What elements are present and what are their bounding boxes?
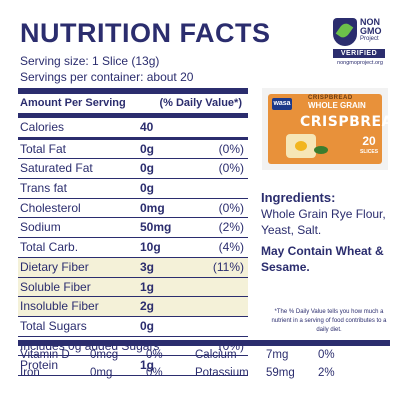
table-row: Dietary Fiber 3g (11%): [18, 257, 248, 278]
row-label: Saturated Fat: [20, 161, 93, 176]
vitamin-row: Iron 0mg 0% Potassium 59mg 2%: [18, 364, 390, 382]
nutrient-amount: 7mg: [266, 349, 289, 361]
non-gmo-badge: NON GMO Project VERIFIED nongmoproject.o…: [331, 18, 387, 68]
table-row: Saturated Fat 0g (0%): [18, 159, 248, 180]
row-dv: (0%): [218, 161, 244, 176]
slice-unit: SLICES: [360, 149, 379, 155]
nutrient-name: Potassium: [195, 367, 249, 379]
serving-info: Serving size: 1 Slice (13g) Servings per…: [20, 53, 193, 85]
box-product-name: CRISPBREAD: [300, 114, 400, 130]
nutrient-amount: 0mcg: [90, 349, 119, 361]
daily-value-note: *The % Daily Value tells you how much a …: [271, 309, 387, 333]
row-amount: 0g: [140, 181, 155, 196]
serving-size: Serving size: 1 Slice (13g): [20, 54, 160, 68]
row-amount: 0mg: [140, 200, 165, 215]
leaf-icon: [314, 146, 328, 154]
row-label: Protein: [20, 358, 59, 373]
row-label: Calories: [20, 120, 65, 134]
butterfly-icon: [333, 18, 357, 46]
row-amount: 2g: [140, 299, 155, 314]
slice-count: 20: [362, 134, 376, 148]
nutrition-table: Amount Per Serving (% Daily Value*) Calo…: [18, 88, 248, 376]
nutrition-facts-title: NUTRITION FACTS: [20, 18, 271, 48]
table-row: Cholesterol 0mg (0%): [18, 199, 248, 219]
box-small-text: CRISPBREAD: [308, 95, 353, 101]
row-dv: (0%): [218, 200, 244, 215]
table-row: Calories 40: [18, 118, 248, 140]
nutrient-name: Vitamin D: [20, 349, 70, 361]
row-amount: 50mg: [140, 220, 172, 235]
row-label: Cholesterol: [20, 200, 81, 215]
box-variety: WHOLE GRAIN: [308, 101, 366, 110]
table-row: Sodium 50mg (2%): [18, 218, 248, 239]
table-row: Insoluble Fiber 2g: [18, 297, 248, 317]
vitamin-row: Vitamin D 0mcg 0% Calcium 7mg 0%: [18, 346, 390, 364]
row-amount: 10g: [140, 240, 161, 255]
ingredients-heading: Ingredients:: [261, 190, 336, 205]
ingredients-text: Whole Grain Rye Flour, Yeast, Salt.: [261, 207, 386, 237]
row-dv: (4%): [218, 240, 244, 255]
row-label: Total Carb.: [20, 240, 79, 255]
table-row: Total Sugars 0g: [18, 317, 248, 337]
nutrient-name: Calcium: [195, 349, 237, 361]
crispbread-box: wasa CRISPBREAD WHOLE GRAIN CRISPBREAD 2…: [268, 94, 400, 164]
row-label: Trans fat: [20, 181, 67, 196]
badge-non-gmo-text: NON GMO: [360, 18, 382, 36]
badge-url: nongmoproject.org: [337, 60, 383, 66]
row-label: Sodium: [20, 220, 61, 235]
table-row: Protein 1g: [18, 356, 248, 376]
row-dv: (11%): [212, 259, 244, 274]
badge-line1: NON: [360, 17, 380, 27]
row-amount: 3g: [140, 259, 155, 274]
row-amount: 1g: [140, 358, 155, 373]
badge-line2: GMO: [360, 26, 382, 36]
product-image: wasa CRISPBREAD WHOLE GRAIN CRISPBREAD 2…: [262, 88, 400, 170]
row-amount: 0g: [140, 318, 155, 333]
nutrient-amount: 0mg: [90, 367, 113, 379]
nutrient-name: Iron: [20, 367, 40, 379]
nutrient-percent: 0%: [318, 349, 335, 361]
table-header: Amount Per Serving (% Daily Value*): [18, 94, 248, 118]
table-row: Total Carb. 10g (4%): [18, 238, 248, 258]
table-row: Total Fat 0g (0%): [18, 140, 248, 160]
servings-per-container: Servings per container: about 20: [20, 70, 194, 84]
row-amount: 0g: [140, 161, 155, 176]
row-label: Insoluble Fiber: [20, 299, 99, 314]
box-slice-count: 20 SLICES: [360, 134, 379, 158]
row-amount: 1g: [140, 279, 155, 294]
vitamins-minerals: Vitamin D 0mcg 0% Calcium 7mg 0% Iron 0m…: [18, 340, 390, 382]
nutrient-amount: 59mg: [266, 367, 295, 379]
row-dv: (2%): [218, 220, 244, 235]
badge-verified: VERIFIED: [333, 49, 385, 58]
nutrient-percent: 0%: [146, 349, 163, 361]
table-row: Trans fat 0g: [18, 179, 248, 199]
row-label: Soluble Fiber: [20, 279, 91, 294]
header-dv: (% Daily Value*): [159, 97, 242, 109]
nutrient-percent: 2%: [318, 367, 335, 379]
row-label: Total Fat: [20, 141, 67, 156]
nutrient-percent: 0%: [146, 367, 163, 379]
header-amount: Amount Per Serving: [20, 97, 126, 109]
egg-toast-icon: [286, 134, 316, 158]
brand-logo: wasa: [272, 98, 292, 110]
allergen-statement: May Contain Wheat & Sesame.: [261, 244, 384, 274]
badge-project: Project: [360, 36, 379, 42]
ingredients: Ingredients: Whole Grain Rye Flour, Yeas…: [261, 190, 391, 238]
row-label: Total Sugars: [20, 318, 87, 333]
row-amount: 40: [140, 120, 154, 134]
row-amount: 0g: [140, 141, 155, 156]
row-label: Dietary Fiber: [20, 259, 89, 274]
row-dv: (0%): [218, 141, 244, 156]
table-row: Soluble Fiber 1g: [18, 277, 248, 298]
